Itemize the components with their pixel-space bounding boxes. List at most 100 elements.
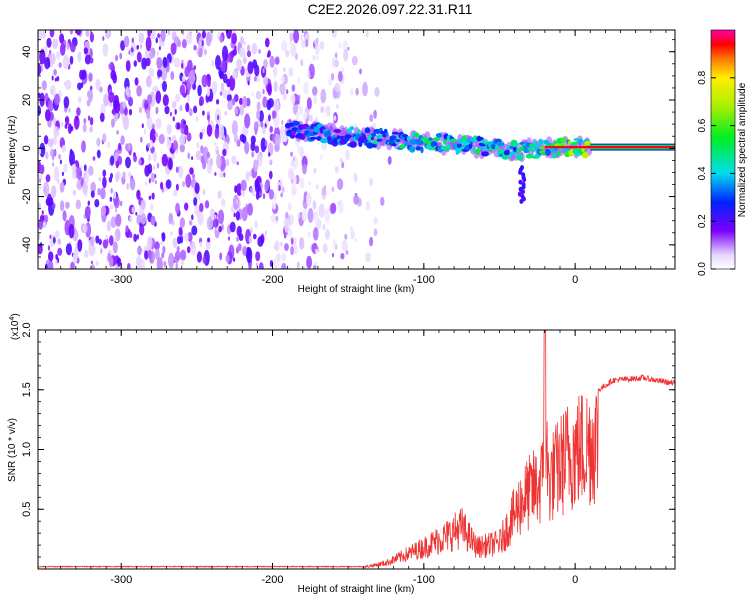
- noise-cell: [314, 43, 320, 56]
- noise-cell: [89, 32, 94, 43]
- noise-cell: [179, 84, 186, 96]
- noise-cell: [180, 249, 187, 261]
- noise-cell: [178, 165, 184, 178]
- noise-cell: [120, 200, 123, 207]
- noise-cell: [211, 60, 215, 67]
- noise-cell: [234, 107, 239, 115]
- noise-cell: [148, 67, 154, 78]
- noise-cell: [108, 91, 115, 103]
- noise-cell: [281, 262, 287, 269]
- spectrogram-frame: [37, 29, 676, 270]
- noise-cell: [201, 128, 206, 136]
- noise-cell: [226, 78, 231, 88]
- noise-cell: [38, 105, 41, 116]
- noise-cell: [286, 89, 289, 95]
- noise-cell: [171, 219, 175, 226]
- noise-cell: [126, 183, 130, 190]
- noise-cell: [225, 158, 230, 167]
- track-cell: [399, 144, 406, 149]
- noise-cell: [95, 260, 99, 267]
- noise-cell: [229, 75, 236, 91]
- noise-cell: [334, 166, 339, 174]
- noise-cell: [68, 107, 71, 113]
- noise-cell: [176, 246, 180, 252]
- noise-cell: [227, 70, 230, 76]
- noise-cell: [236, 236, 239, 242]
- noise-cell: [169, 111, 172, 117]
- noise-cell: [297, 77, 301, 85]
- noise-cell: [83, 47, 89, 55]
- noise-cell: [369, 236, 374, 247]
- noise-cell: [116, 130, 119, 135]
- noise-cell: [304, 264, 307, 269]
- noise-cell: [137, 245, 142, 256]
- noise-cell: [297, 94, 301, 100]
- noise-cell: [253, 233, 257, 240]
- noise-cell: [44, 214, 49, 223]
- track-cell: [349, 126, 355, 131]
- noise-cell: [81, 140, 86, 153]
- track-cell: [501, 156, 510, 160]
- noise-cell: [57, 179, 60, 184]
- track-cell: [295, 129, 302, 133]
- noise-cell: [143, 129, 146, 135]
- track-cell: [455, 147, 461, 154]
- noise-cell: [61, 171, 64, 176]
- noise-cell: [250, 227, 253, 234]
- noise-cell: [226, 93, 232, 103]
- noise-cell: [110, 118, 116, 126]
- noise-cell: [258, 49, 261, 54]
- noise-cell: [163, 260, 167, 268]
- noise-cell: [158, 133, 165, 145]
- noise-cell: [353, 172, 358, 183]
- noise-cell: [272, 110, 277, 119]
- noise-cell: [83, 118, 87, 124]
- noise-cell: [270, 214, 276, 223]
- noise-cell: [179, 104, 183, 112]
- track-cell: [370, 136, 374, 140]
- noise-cell: [109, 61, 115, 71]
- noise-cell: [173, 57, 180, 69]
- noise-cell: [341, 67, 345, 73]
- noise-cell: [200, 145, 204, 154]
- noise-cell: [155, 90, 162, 104]
- track-cell: [409, 139, 418, 145]
- noise-cell: [181, 39, 187, 49]
- noise-cell: [256, 101, 261, 112]
- noise-cell: [241, 207, 248, 222]
- noise-cell: [269, 170, 273, 180]
- noise-cell: [387, 156, 392, 165]
- noise-cell: [145, 75, 152, 88]
- noise-cell: [136, 234, 139, 240]
- track-cell: [535, 143, 539, 150]
- noise-cell: [95, 78, 101, 91]
- noise-cell: [110, 204, 114, 210]
- y-tick-label: 0.5: [21, 502, 33, 517]
- spectrogram-y-ticks: -40 -20 0 20 40: [21, 39, 675, 270]
- noise-cell: [305, 39, 309, 48]
- noise-cell: [38, 63, 42, 76]
- noise-cell: [62, 54, 70, 70]
- track-cell: [545, 148, 551, 156]
- noise-cell: [84, 54, 91, 65]
- noise-cell: [124, 107, 128, 116]
- noise-cell: [254, 145, 260, 154]
- noise-cell: [75, 30, 82, 36]
- noise-cell: [129, 177, 136, 191]
- noise-cell: [215, 127, 219, 134]
- noise-cell: [136, 45, 139, 50]
- noise-cell: [313, 227, 319, 241]
- noise-cell: [262, 88, 265, 95]
- noise-cell: [263, 76, 269, 86]
- noise-cell: [313, 95, 318, 105]
- noise-cell: [239, 105, 244, 116]
- spectrogram-noise-cells: [38, 30, 392, 269]
- track-cell: [435, 133, 443, 138]
- noise-cell: [324, 208, 331, 223]
- y-tick-label: 20: [21, 94, 33, 106]
- spectrogram-x-label: Height of straight line (km): [298, 284, 415, 295]
- noise-cell: [331, 186, 335, 193]
- noise-cell: [250, 187, 253, 194]
- noise-cell: [110, 155, 115, 166]
- noise-cell: [220, 59, 227, 72]
